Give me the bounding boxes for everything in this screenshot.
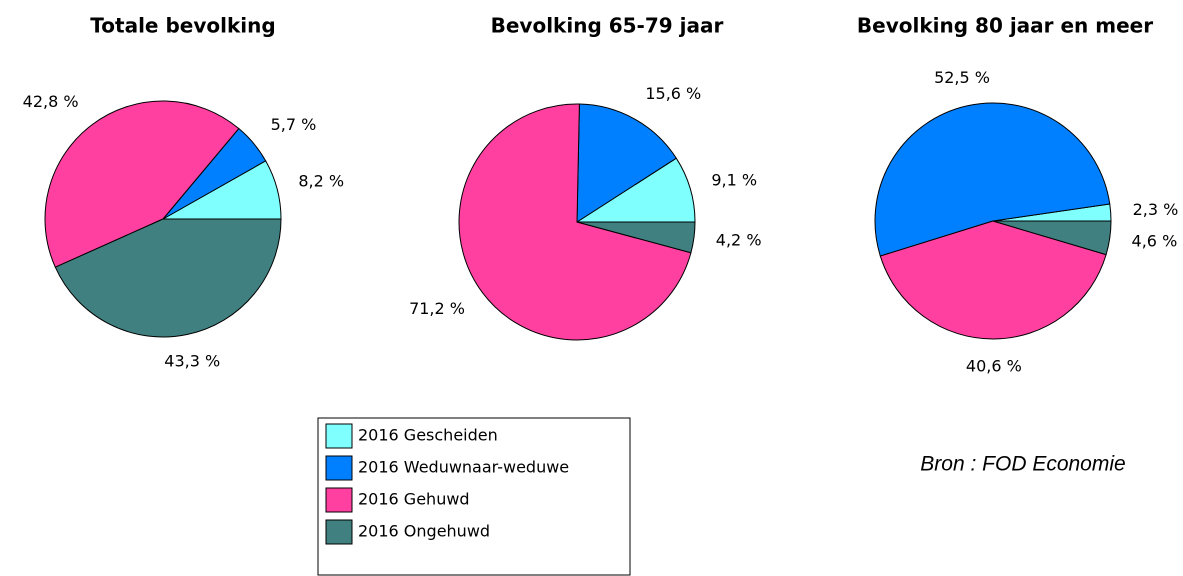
value-label: 15,6 % <box>645 84 701 103</box>
pie-slice <box>992 220 1112 256</box>
legend-box <box>317 417 631 576</box>
legend-label: 2016 Gescheiden <box>358 426 498 445</box>
legend-swatch <box>325 423 353 449</box>
legend-swatch <box>325 487 353 513</box>
value-label: 71,2 % <box>409 299 465 318</box>
pie-slice <box>879 220 1107 340</box>
source-note: Bron : FOD Economie <box>920 453 1125 476</box>
chart-title: Bevolking 65-79 jaar <box>491 14 724 38</box>
pie-slice <box>576 221 696 254</box>
legend-swatch <box>325 519 353 545</box>
legend-label: 2016 Ongehuwd <box>358 522 490 541</box>
chart-title: Totale bevolking <box>90 14 275 38</box>
pie-slice <box>458 103 692 341</box>
pie-slice <box>576 103 677 223</box>
value-label: 9,1 % <box>711 170 757 189</box>
pie-slice <box>54 218 282 338</box>
pie-slice <box>874 102 1111 257</box>
legend-label: 2016 Weduwnaar-weduwe <box>358 458 569 477</box>
chart-title: Bevolking 80 jaar en meer <box>857 14 1153 38</box>
value-label: 8,2 % <box>298 171 344 190</box>
value-label: 4,2 % <box>716 231 762 250</box>
value-label: 52,5 % <box>934 68 990 87</box>
legend-swatch <box>325 455 353 481</box>
value-label: 4,6 % <box>1132 232 1178 251</box>
value-label: 2,3 % <box>1133 200 1179 219</box>
value-label: 42,8 % <box>23 92 79 111</box>
value-label: 40,6 % <box>966 356 1022 375</box>
legend-label: 2016 Gehuwd <box>358 490 470 509</box>
value-label: 43,3 % <box>164 351 220 370</box>
pie-slice <box>44 100 240 268</box>
value-label: 5,7 % <box>271 115 317 134</box>
